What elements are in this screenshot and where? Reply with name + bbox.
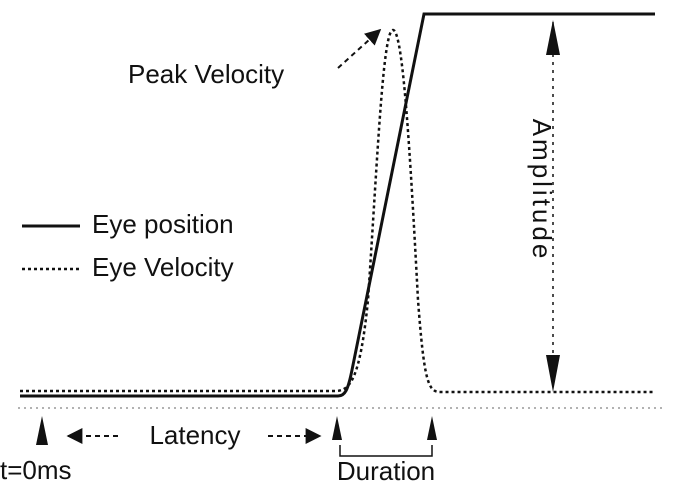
legend-label: Eye position xyxy=(92,209,234,239)
peak-velocity-label: Peak Velocity xyxy=(128,59,284,89)
duration-label: Duration xyxy=(337,456,435,486)
start-marker xyxy=(36,416,48,445)
peak-velocity-arrow xyxy=(337,28,382,69)
eye-velocity-trace xyxy=(20,28,655,394)
eye-position-trace xyxy=(20,12,655,398)
onset-marker xyxy=(332,416,342,440)
start-label: t=0ms xyxy=(0,455,72,485)
legend-label: Eye Velocity xyxy=(92,252,234,282)
latency-label: Latency xyxy=(149,420,240,450)
amplitude-label: Amplitude xyxy=(527,119,557,262)
duration-bracket xyxy=(339,445,433,457)
offset-marker xyxy=(427,416,437,440)
